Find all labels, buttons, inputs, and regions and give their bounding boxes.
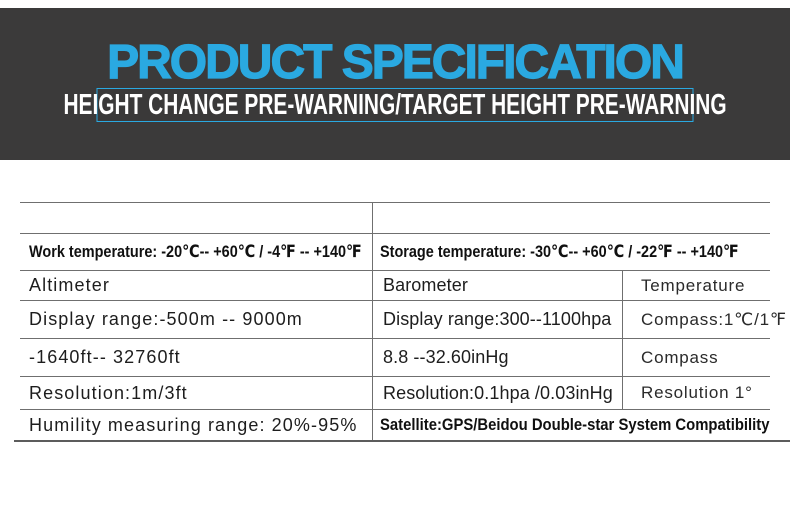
altimeter-display-range-cell: Display range:-500m -- 9000m	[29, 309, 303, 329]
empty-cell-right	[372, 203, 770, 233]
barometer-display-range-cell: Display range:300--1100hpa	[372, 301, 622, 338]
temperature-header-cell: Temperature	[622, 271, 770, 300]
barometer-resolution-cell: Resolution:0.1hpa /0.03inHg	[372, 377, 622, 409]
compass-cell: Compass	[622, 339, 770, 376]
table-row-imperial-range: -1640ft-- 32760ft 8.8 --32.60inHg Compas…	[20, 338, 770, 376]
work-temperature-value: Work temperature: -20℃-- +60℃ / -4℉ -- +…	[29, 242, 362, 261]
banner: PRODUCT SPECIFICATION HEIGHT CHANGE PRE-…	[0, 8, 790, 160]
satellite-value: Satellite:GPS/Beidou Double-star System …	[380, 415, 770, 434]
table-row-resolution: Resolution:1m/3ft Resolution:0.1hpa /0.0…	[20, 376, 770, 409]
table-row-empty	[20, 202, 770, 233]
page-title: PRODUCT SPECIFICATION	[106, 36, 685, 89]
satellite-cell: Satellite:GPS/Beidou Double-star System …	[372, 410, 770, 440]
table-row-temperature: Work temperature: -20℃-- +60℃ / -4℉ -- +…	[20, 233, 770, 270]
work-temperature-cell: Work temperature: -20℃-- +60℃ / -4℉ -- +…	[20, 234, 372, 270]
storage-temperature-cell: Storage temperature: -30℃-- +60℃ / -22℉ …	[372, 234, 770, 270]
altimeter-header-cell: Altimeter	[29, 275, 110, 295]
compass-resolution-cell: Resolution 1°	[622, 377, 770, 409]
compass-accuracy-cell: Compass:1℃/1℉	[622, 301, 786, 338]
humidity-range-cell: Humility measuring range: 20%-95%	[29, 414, 358, 435]
subtitle-text: HEIGHT CHANGE PRE-WARNING/TARGET HEIGHT …	[63, 88, 727, 121]
altimeter-resolution-cell: Resolution:1m/3ft	[29, 382, 188, 403]
spec-table: Work temperature: -20℃-- +60℃ / -4℉ -- +…	[20, 202, 786, 440]
barometer-inhg-range-cell: 8.8 --32.60inHg	[372, 339, 622, 376]
barometer-header-cell: Barometer	[372, 271, 622, 300]
altimeter-feet-range-cell: -1640ft-- 32760ft	[29, 347, 181, 367]
storage-temperature-value: Storage temperature: -30℃-- +60℃ / -22℉ …	[380, 242, 739, 261]
table-bottom-rule	[14, 440, 790, 442]
table-row-categories: Altimeter Barometer Temperature	[20, 270, 770, 300]
subtitle-box: HEIGHT CHANGE PRE-WARNING/TARGET HEIGHT …	[63, 88, 727, 122]
table-row-final: Humility measuring range: 20%-95% Satell…	[20, 409, 770, 440]
table-row-display-range: Display range:-500m -- 9000m Display ran…	[20, 300, 786, 338]
empty-cell-left	[20, 203, 372, 233]
